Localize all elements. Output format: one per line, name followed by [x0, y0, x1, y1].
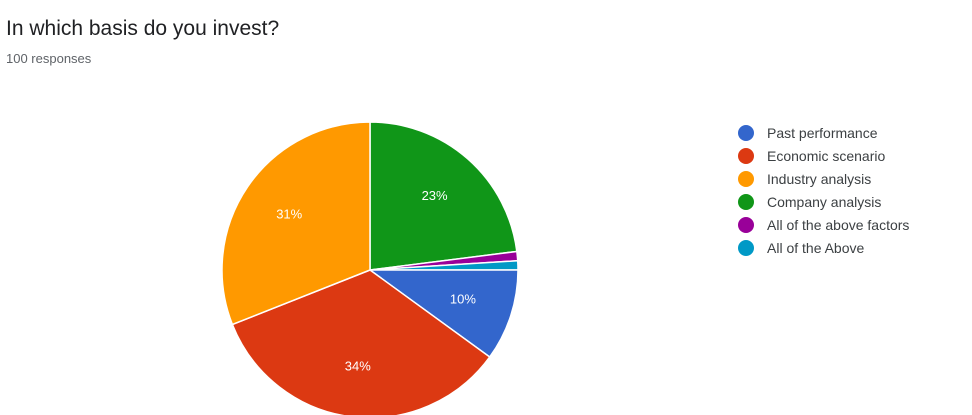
- legend-swatch: [738, 193, 754, 210]
- legend-label: Company analysis: [767, 193, 882, 210]
- legend-item-past-performance[interactable]: Past performance: [738, 121, 909, 144]
- legend-label: All of the above factors: [767, 216, 910, 233]
- pie-slice-company-analysis[interactable]: [369, 121, 518, 271]
- legend-item-economic-scenario[interactable]: Economic scenario: [738, 144, 909, 167]
- legend-label: Industry analysis: [767, 170, 872, 187]
- response-count: 100 responses: [6, 51, 92, 66]
- legend-item-industry-analysis[interactable]: Industry analysis: [738, 167, 909, 190]
- slice-label-company-analysis: 23%: [422, 188, 448, 203]
- pie-slice-industry-analysis[interactable]: [221, 121, 371, 326]
- chart-legend: Past performance Economic scenario Industr…: [738, 121, 909, 259]
- legend-swatch: [738, 239, 754, 256]
- legend-swatch: [738, 170, 754, 187]
- pie-slice-economic-scenario[interactable]: [231, 269, 491, 415]
- slice-label-past-performance: 10%: [450, 292, 476, 307]
- pie-slice-past-performance[interactable]: [367, 269, 519, 359]
- legend-item-all-of-the-above[interactable]: All of the Above: [738, 236, 909, 259]
- legend-item-company-analysis[interactable]: Company analysis: [738, 190, 909, 213]
- legend-label: Past performance: [767, 124, 878, 141]
- legend-label: Economic scenario: [767, 147, 886, 164]
- legend-swatch: [738, 147, 754, 164]
- slice-label-industry-analysis: 31%: [276, 207, 302, 222]
- legend-swatch: [738, 216, 754, 233]
- legend-label: All of the Above: [767, 239, 865, 256]
- legend-swatch: [738, 124, 754, 141]
- slice-label-economic-scenario: 34%: [345, 358, 371, 373]
- legend-item-all-of-the-above-factors[interactable]: All of the above factors: [738, 213, 909, 236]
- chart-title: In which basis do you invest?: [6, 17, 280, 40]
